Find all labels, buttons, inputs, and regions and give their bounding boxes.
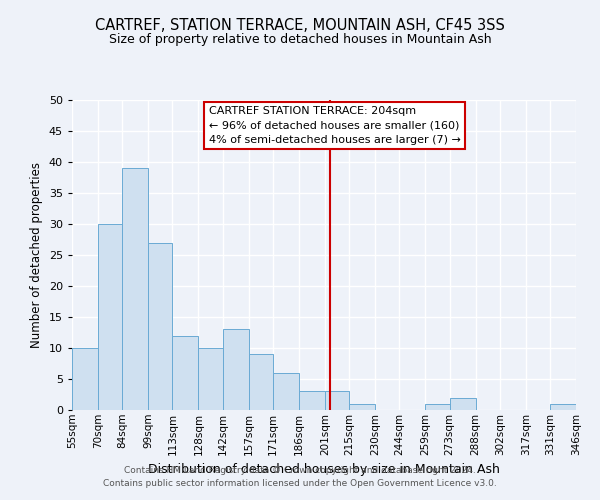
Bar [248,354,273,410]
Bar [172,336,199,410]
Bar [299,392,325,410]
Bar [199,348,223,410]
Bar [72,348,98,410]
Bar [449,398,476,410]
Bar [550,404,576,410]
Text: CARTREF STATION TERRACE: 204sqm
← 96% of detached houses are smaller (160)
4% of: CARTREF STATION TERRACE: 204sqm ← 96% of… [209,106,460,145]
Bar [325,392,349,410]
Text: CARTREF, STATION TERRACE, MOUNTAIN ASH, CF45 3SS: CARTREF, STATION TERRACE, MOUNTAIN ASH, … [95,18,505,32]
Text: Size of property relative to detached houses in Mountain Ash: Size of property relative to detached ho… [109,32,491,46]
Y-axis label: Number of detached properties: Number of detached properties [30,162,43,348]
Text: Contains HM Land Registry data © Crown copyright and database right 2024.
Contai: Contains HM Land Registry data © Crown c… [103,466,497,487]
Bar [273,373,299,410]
Bar [98,224,122,410]
Bar [223,330,248,410]
Bar [148,242,172,410]
Bar [122,168,148,410]
Bar [349,404,375,410]
Bar [425,404,449,410]
X-axis label: Distribution of detached houses by size in Mountain Ash: Distribution of detached houses by size … [148,463,500,476]
